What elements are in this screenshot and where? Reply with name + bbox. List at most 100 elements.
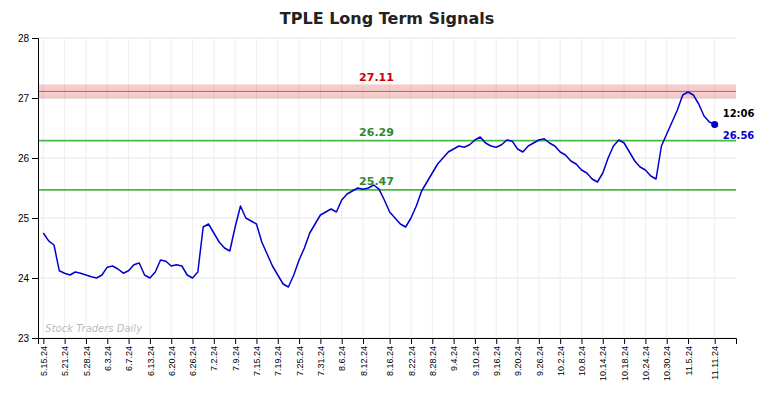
grid-line bbox=[149, 38, 150, 338]
grid-line bbox=[517, 38, 518, 338]
x-tick: 7.2.24 bbox=[209, 338, 219, 371]
grid-line bbox=[688, 38, 689, 338]
x-tick-mark bbox=[603, 338, 604, 344]
level-label: 27.11 bbox=[359, 71, 394, 84]
grid-line bbox=[38, 278, 736, 279]
y-axis: 232425262728 bbox=[18, 33, 39, 344]
title: TPLE Long Term Signals bbox=[280, 9, 494, 28]
x-tick-mark bbox=[624, 338, 625, 344]
x-tick: 11.5.24 bbox=[684, 338, 694, 375]
grid-line bbox=[107, 38, 108, 338]
x-tick: 9.16.24 bbox=[492, 338, 502, 376]
x-tick: 9.10.24 bbox=[471, 338, 481, 376]
x-tick-mark bbox=[432, 338, 433, 344]
x-tick: 5.15.24 bbox=[39, 338, 49, 376]
x-tick-mark bbox=[411, 338, 412, 344]
x-tick-mark bbox=[150, 338, 151, 344]
x-tick-label: 8.28.24 bbox=[428, 346, 438, 376]
y-tick: 25 bbox=[18, 213, 38, 224]
x-tick-mark bbox=[342, 338, 343, 344]
x-tick-label: 7.31.24 bbox=[316, 346, 326, 376]
x-tick-mark bbox=[715, 338, 716, 344]
x-tick-label: 10.8.24 bbox=[577, 346, 587, 376]
x-tick-mark bbox=[65, 338, 66, 344]
x-tick: 8.12.24 bbox=[359, 338, 369, 376]
x-tick: 8.28.24 bbox=[428, 338, 438, 376]
x-tick: 11.11.24 bbox=[710, 338, 720, 380]
grid-line bbox=[213, 38, 214, 338]
x-tick: 5.28.24 bbox=[82, 338, 92, 376]
grid-line bbox=[235, 38, 236, 338]
grid-line bbox=[43, 38, 44, 338]
x-tick: 6.26.24 bbox=[188, 338, 198, 376]
grid-line bbox=[581, 38, 582, 338]
grid bbox=[38, 38, 736, 338]
y-tick: 24 bbox=[18, 273, 38, 284]
level-label: 25.47 bbox=[359, 175, 394, 188]
x-tick: 8.6.24 bbox=[337, 338, 347, 371]
grid-line bbox=[474, 38, 475, 338]
x-tick: 8.16.24 bbox=[385, 338, 395, 376]
x-tick-mark bbox=[475, 338, 476, 344]
last-price-dot bbox=[711, 121, 718, 128]
y-tick-mark bbox=[32, 218, 38, 219]
x-tick-label: 11.11.24 bbox=[710, 346, 720, 380]
x-tick-mark bbox=[43, 338, 44, 344]
grid-line bbox=[128, 38, 129, 338]
x-tick-label: 7.2.24 bbox=[209, 346, 219, 371]
x-tick-mark bbox=[581, 338, 582, 344]
y-tick-mark bbox=[32, 278, 38, 279]
grid-line bbox=[538, 38, 539, 338]
last-time-label: 12:06 bbox=[723, 108, 755, 119]
x-tick: 6.13.24 bbox=[146, 338, 156, 376]
x-tick-mark bbox=[667, 338, 668, 344]
x-tick: 10.8.24 bbox=[577, 338, 587, 376]
annotations: 27.1126.2925.4712:0626.56Stock Traders D… bbox=[45, 71, 754, 334]
y-tick-label: 27 bbox=[18, 93, 30, 104]
level-label: 26.29 bbox=[359, 126, 394, 139]
x-tick: 7.25.24 bbox=[295, 338, 305, 376]
x-tick-label: 10.24.24 bbox=[641, 346, 651, 381]
x-tick-label: 7.15.24 bbox=[252, 346, 262, 376]
resistance-line bbox=[38, 91, 736, 92]
grid-line bbox=[64, 38, 65, 338]
grid-line bbox=[85, 38, 86, 338]
grid-line bbox=[666, 38, 667, 338]
grid-line bbox=[432, 38, 433, 338]
x-tick-mark bbox=[214, 338, 215, 344]
y-tick-label: 23 bbox=[18, 333, 30, 344]
x-tick-mark bbox=[86, 338, 87, 344]
grid-line bbox=[410, 38, 411, 338]
y-tick-mark bbox=[32, 158, 38, 159]
x-axis-line bbox=[39, 339, 737, 345]
x-tick-mark bbox=[320, 338, 321, 344]
x-tick-label: 7.9.24 bbox=[231, 346, 241, 371]
x-tick-mark bbox=[193, 338, 194, 344]
x-tick-mark bbox=[539, 338, 540, 344]
x-tick-mark bbox=[235, 338, 236, 344]
y-tick-label: 28 bbox=[18, 33, 30, 44]
x-tick-mark bbox=[688, 338, 689, 344]
x-tick-label: 8.22.24 bbox=[407, 346, 417, 376]
grid-line bbox=[192, 38, 193, 338]
price-line bbox=[43, 92, 714, 287]
x-tick: 10.24.24 bbox=[641, 338, 651, 381]
x-tick: 10.14.24 bbox=[598, 338, 608, 381]
x-tick-label: 10.14.24 bbox=[598, 346, 608, 381]
x-tick: 7.15.24 bbox=[252, 338, 262, 376]
x-tick-label: 9.4.24 bbox=[449, 346, 459, 371]
x-tick: 9.26.24 bbox=[535, 338, 545, 376]
x-tick-label: 8.16.24 bbox=[385, 346, 395, 376]
x-tick-mark bbox=[171, 338, 172, 344]
y-tick-mark bbox=[32, 98, 38, 99]
support-line bbox=[38, 189, 736, 191]
x-tick: 10.30.24 bbox=[662, 338, 672, 381]
x-tick-label: 6.13.24 bbox=[146, 346, 156, 376]
x-tick-label: 9.26.24 bbox=[535, 346, 545, 376]
x-tick: 6.7.24 bbox=[124, 338, 134, 371]
x-tick-label: 5.21.24 bbox=[60, 346, 70, 376]
x-tick-label: 8.6.24 bbox=[337, 346, 347, 371]
x-tick-mark bbox=[299, 338, 300, 344]
x-tick-mark bbox=[645, 338, 646, 344]
x-tick-mark bbox=[363, 338, 364, 344]
